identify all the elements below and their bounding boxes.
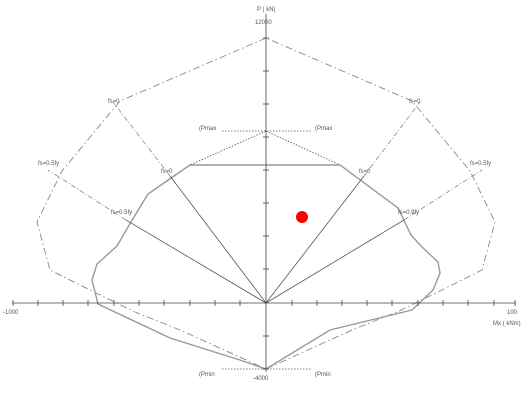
x-tick-left: -1000 xyxy=(3,310,19,316)
strain-line-fs05-outer-right xyxy=(403,169,483,221)
y-axis-label: P ( kN) xyxy=(257,7,276,13)
label-pmin-right: (Pmin xyxy=(315,372,331,378)
x-tick-right: 100 xyxy=(507,310,518,316)
label-fs05-inner-left: fs=0.5fy xyxy=(111,210,132,216)
label-fs05-outer-right: fs=0.5fy xyxy=(470,161,491,167)
label-fs09-inner-right: fs=0.9fy xyxy=(398,210,419,216)
inner-strain-lines xyxy=(125,175,405,304)
x-ticks xyxy=(12,300,516,306)
inner-envelope-curve xyxy=(91,164,441,370)
strain-line-fs0-inner-right xyxy=(265,175,365,304)
strain-line-fs09-inner-right xyxy=(265,219,405,304)
strain-line-fs0-inner-left xyxy=(169,175,267,304)
label-pmax-left: (Pmax xyxy=(199,126,216,132)
x-axis-label: Mx ( kNm) xyxy=(493,321,521,327)
axes xyxy=(12,14,516,372)
label-pmin-left: (Pmin xyxy=(199,372,215,378)
label-pmax-right: (Pmax xyxy=(315,126,332,132)
strain-line-fs05-inner-left xyxy=(125,219,267,304)
label-fs0-outer-left: fs=0 xyxy=(108,99,120,105)
label-fs0-inner-left: fs=0 xyxy=(161,169,173,175)
strain-line-fs05-outer-left xyxy=(47,169,127,221)
strain-line-fs0-outer-right xyxy=(363,101,421,177)
strain-line-fs0-outer-left xyxy=(112,101,171,177)
y-ticks xyxy=(263,37,269,370)
label-fs0-inner-right: fs=0 xyxy=(359,169,371,175)
load-point-marker xyxy=(296,211,308,223)
outer-envelope-curve xyxy=(36,37,496,370)
label-fs05-outer-left: fs=0.5fy xyxy=(38,161,59,167)
pmax-cap xyxy=(189,130,341,166)
label-fs0-outer-right: fs=0 xyxy=(409,99,421,105)
outer-strain-lines xyxy=(47,101,483,221)
y-tick-top: 12000 xyxy=(255,20,272,26)
y-tick-bottom: -4000 xyxy=(253,376,269,382)
